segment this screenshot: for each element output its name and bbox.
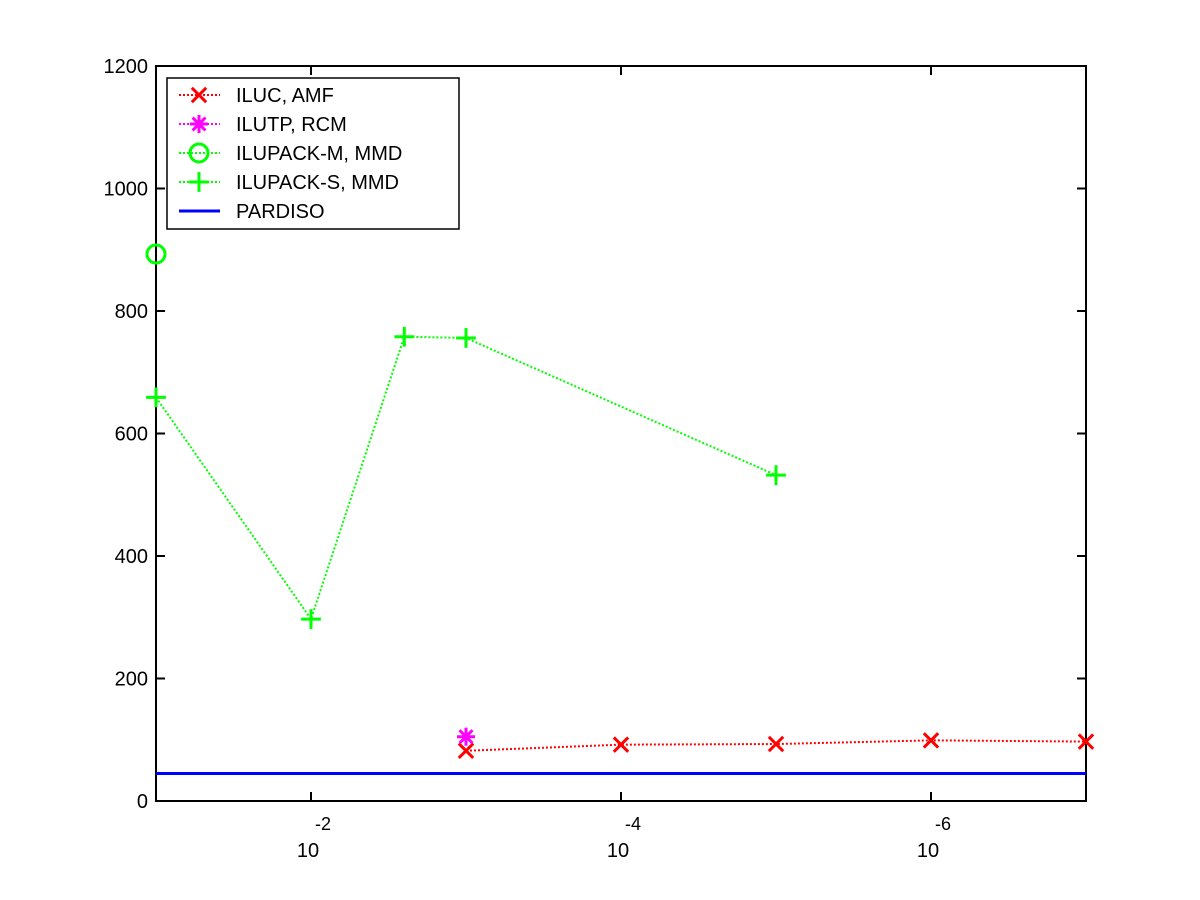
y-tick-label-4: 800 xyxy=(115,301,148,323)
series-layer xyxy=(145,243,1095,775)
series-line-3 xyxy=(155,335,777,622)
legend-label-1: ILUTP, RCM xyxy=(236,114,347,136)
legend: ILUC, AMF ILUTP, RCM ILUPACK-M, MMD ILUPACK… xyxy=(166,77,460,230)
x-tick-label-base-2: 10 xyxy=(917,840,939,862)
legend-marker-1-stroke-d2 xyxy=(191,116,207,132)
data-point-1-0-stroke-d2 xyxy=(458,729,474,745)
series-line-0 xyxy=(465,739,1087,752)
x-tick-label-exponent-2: -6 xyxy=(935,814,951,834)
axes: 0 200 400 600 800 1000 1200 10 -2 10 -4 10 -6 xyxy=(104,56,1086,862)
data-point-0-3 xyxy=(922,732,940,749)
legend-marker-2 xyxy=(188,142,210,164)
y-tick-label-1: 200 xyxy=(115,669,148,691)
legend-entry-2: ILUPACK-M, MMD xyxy=(179,142,402,165)
data-point-0-3-stroke-b xyxy=(922,732,940,749)
series-0 xyxy=(457,732,1095,760)
y-tick-label-3: 600 xyxy=(115,424,148,446)
x-tick-label-base-0: 10 xyxy=(297,840,319,862)
data-point-0-0 xyxy=(457,742,475,760)
y-tick-label-5: 1000 xyxy=(104,179,149,201)
legend-marker-3 xyxy=(189,172,209,192)
x-tick-label-base-1: 10 xyxy=(607,840,629,862)
x-tick-label-exponent-0: -2 xyxy=(315,814,331,834)
data-point-3-2 xyxy=(394,326,415,347)
data-point-0-4-stroke-b xyxy=(1077,733,1095,750)
y-tick-label-2: 400 xyxy=(115,546,148,568)
series-2 xyxy=(145,243,167,265)
data-point-3-1 xyxy=(301,609,321,629)
legend-marker-0-stroke-b xyxy=(190,86,208,104)
legend-label-4: PARDISO xyxy=(236,201,325,223)
data-point-3-0 xyxy=(146,387,166,408)
data-point-0-1 xyxy=(612,736,630,753)
legend-label-2: ILUPACK-M, MMD xyxy=(236,143,402,165)
legend-label-3: ILUPACK-S, MMD xyxy=(236,172,399,194)
series-3 xyxy=(146,326,786,629)
data-point-0-4 xyxy=(1077,733,1095,750)
legend-marker-2-ring xyxy=(188,142,210,164)
legend-entry-0: ILUC, AMF xyxy=(179,85,334,107)
data-point-2-0 xyxy=(145,243,167,265)
data-point-0-0-stroke-b xyxy=(457,742,475,760)
legend-entry-4: PARDISO xyxy=(179,201,325,223)
legend-marker-0 xyxy=(190,86,208,104)
data-point-0-1-stroke-b xyxy=(612,736,630,753)
y-tick-label-6: 1200 xyxy=(104,56,149,78)
legend-marker-1 xyxy=(190,115,208,133)
legend-entry-3: ILUPACK-S, MMD xyxy=(179,172,399,194)
data-point-3-3 xyxy=(456,328,476,348)
data-point-1-0 xyxy=(457,727,475,746)
data-point-2-0-ring xyxy=(145,243,167,265)
series-1 xyxy=(457,727,475,746)
data-point-3-4 xyxy=(766,465,786,486)
y-tick-label-0: 0 xyxy=(137,791,148,813)
legend-label-0: ILUC, AMF xyxy=(236,85,334,107)
data-point-0-2-stroke-b xyxy=(767,735,785,753)
legend-entry-1: ILUTP, RCM xyxy=(179,114,347,136)
x-tick-label-exponent-1: -4 xyxy=(625,814,641,834)
data-point-0-2 xyxy=(767,735,785,753)
